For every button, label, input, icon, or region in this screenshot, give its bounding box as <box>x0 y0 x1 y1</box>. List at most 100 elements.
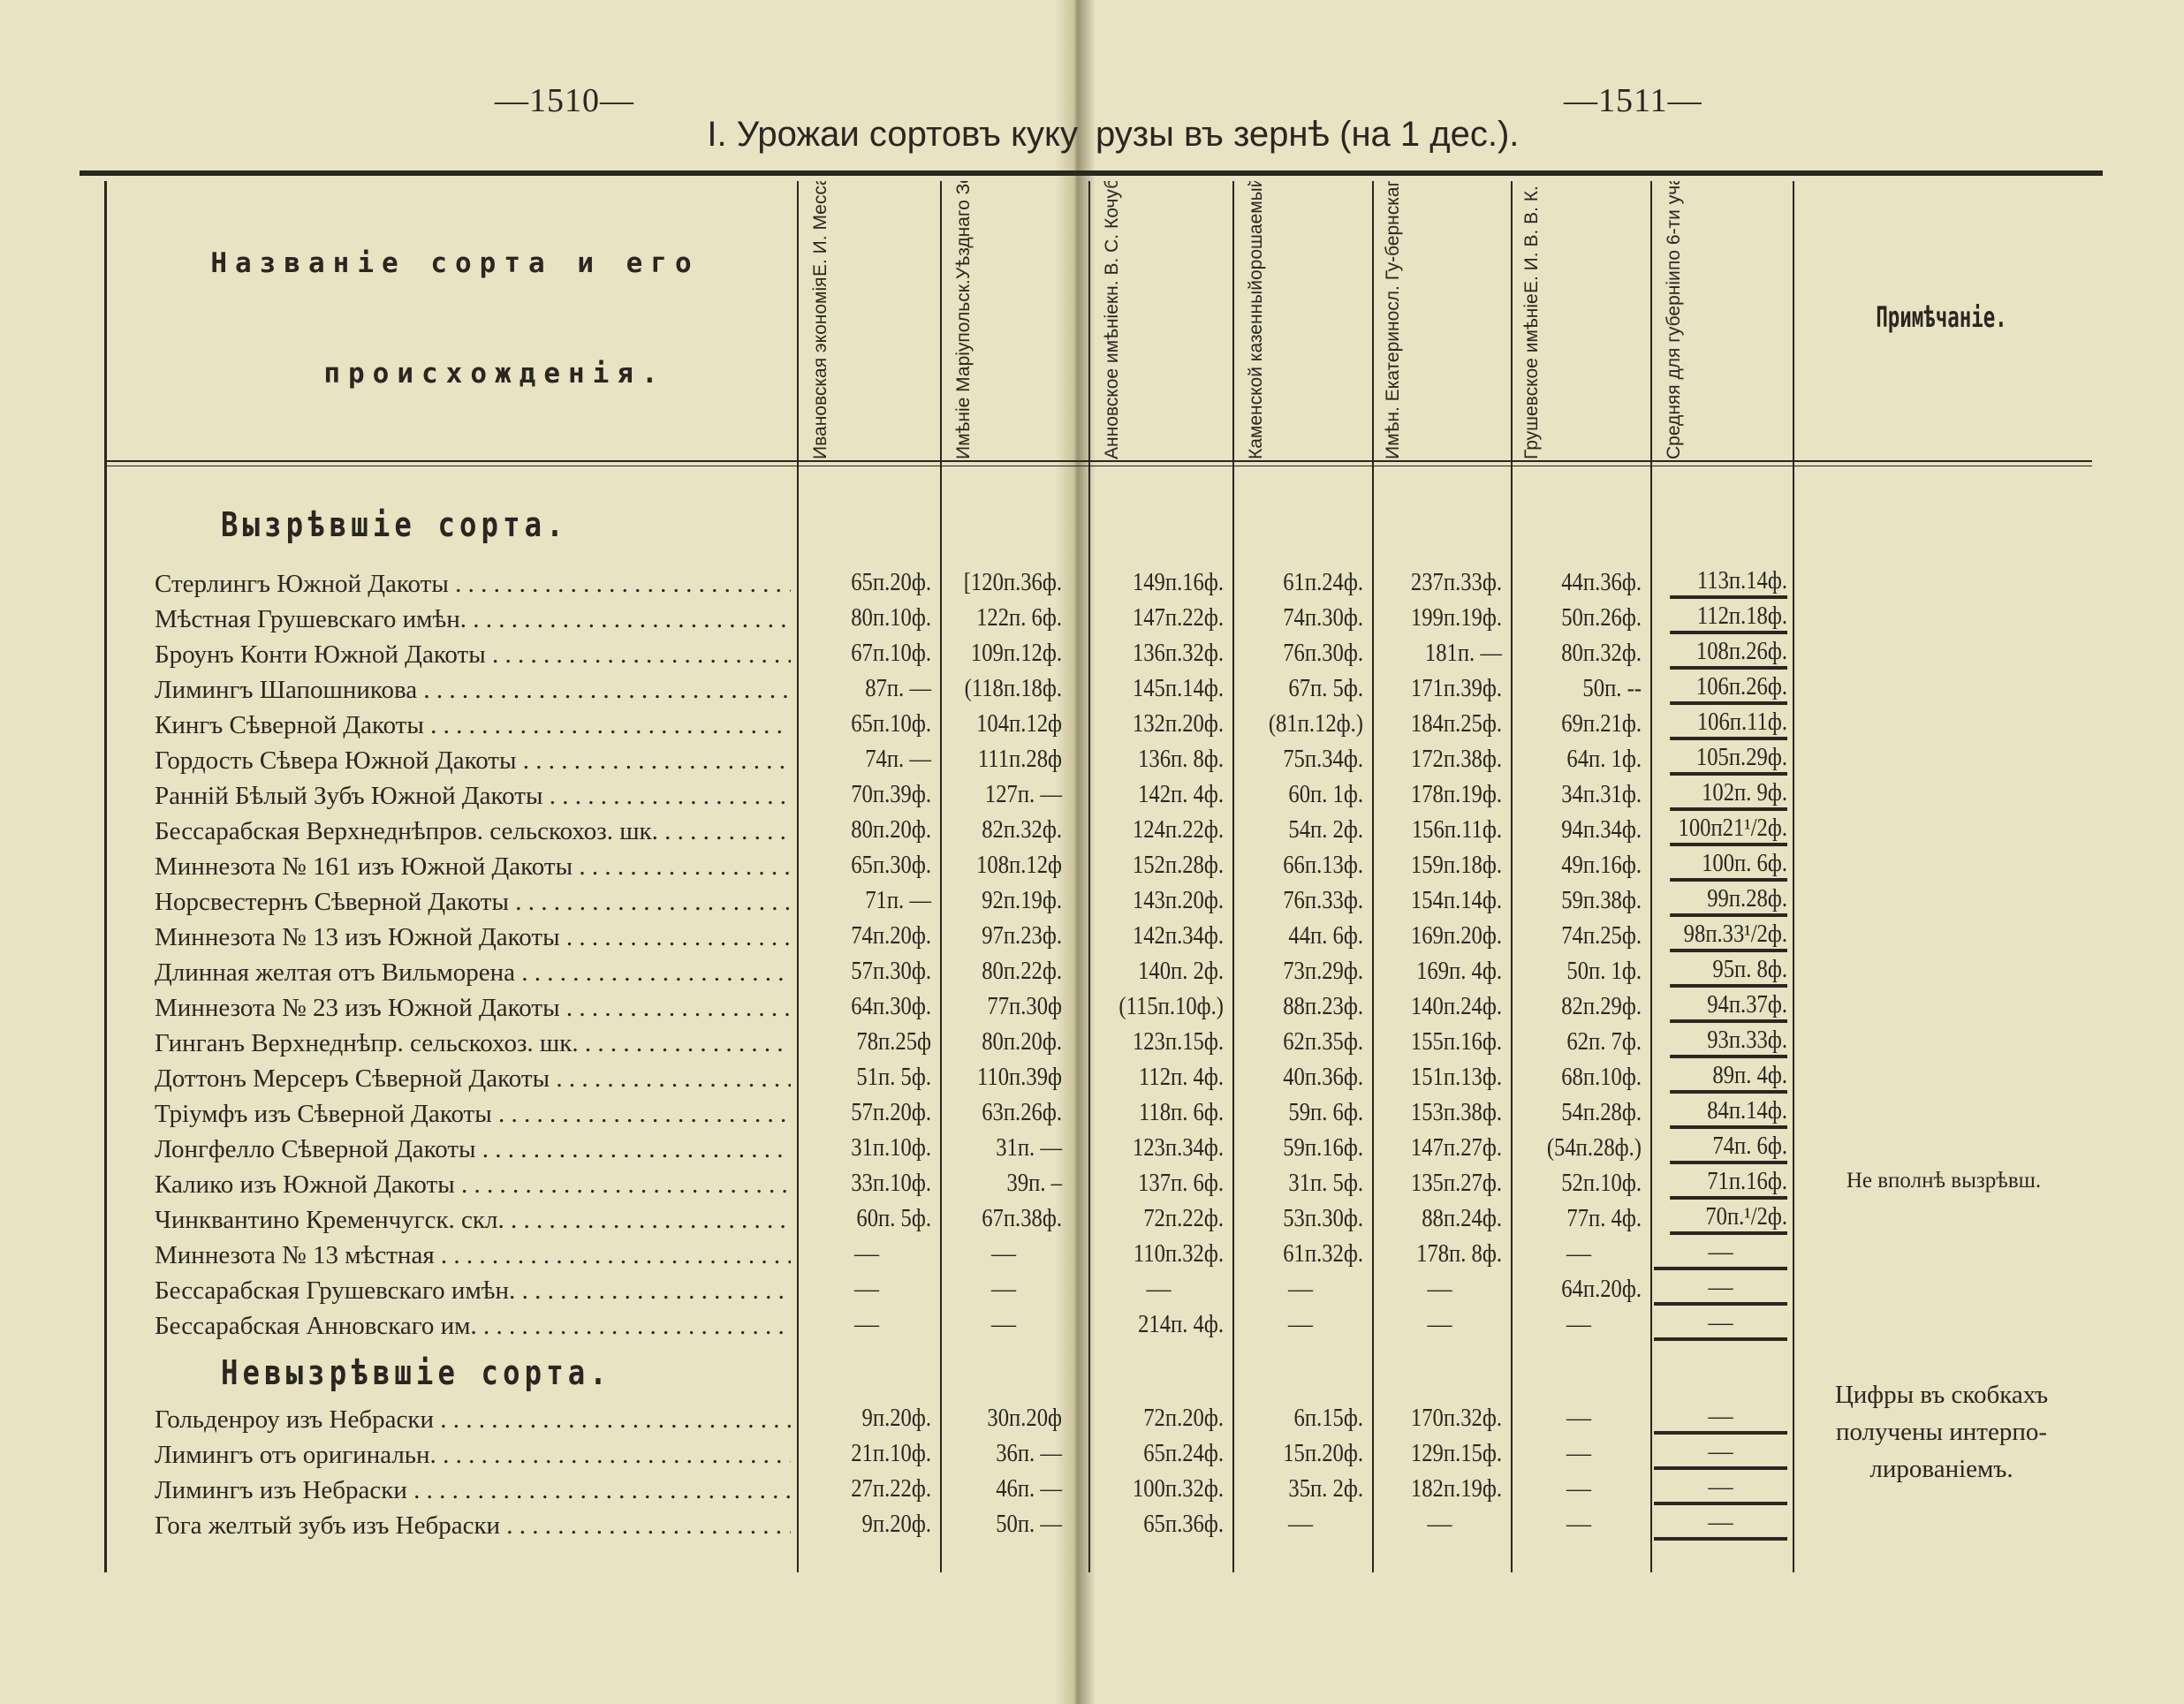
table-row: Тріумфъ изъ Сѣверной Дакоты 57п.20ф. 63п.2… <box>0 1097 2184 1131</box>
average-yield-cell: 70п.¹/2ф. <box>1670 1203 1787 1235</box>
column-divider <box>797 181 799 1572</box>
note-interpolation-line: получены интерпо- <box>1835 1418 2048 1446</box>
column-divider <box>1511 181 1513 1572</box>
yield-cell: 59п.16ф. <box>1283 1134 1363 1162</box>
top-rule <box>80 170 2103 176</box>
table-row: Норсвестернъ Сѣверной Дакоты 71п. — 92п.19… <box>0 885 2184 919</box>
yield-cell: 82п.29ф. <box>1561 993 1642 1020</box>
yield-cell: — <box>991 1311 1016 1338</box>
yield-cell: 76п.30ф. <box>1283 640 1363 667</box>
yield-cell: 71п. — <box>865 887 931 914</box>
yield-cell: 78п.25ф <box>856 1028 931 1056</box>
note-interpolation-line: лированіемъ. <box>1869 1455 2013 1483</box>
table-row: Лимингъ Шапошникова 87п. — (118п.18ф. 145п.… <box>0 673 2184 707</box>
yield-cell: — <box>1146 1276 1172 1303</box>
yield-cell: 142п. 4ф. <box>1138 781 1224 808</box>
column-divider <box>104 181 107 1572</box>
table-row: Гольденроу изъ Небраски 9п.20ф. 30п.20ф 72п… <box>0 1403 2184 1436</box>
yield-cell: 145п.14ф. <box>1132 675 1224 702</box>
yield-cell: 54п.28ф. <box>1561 1099 1642 1126</box>
table-row: Калико изъ Южной Дакоты 33п.10ф. 39п. – 137… <box>0 1168 2184 1201</box>
table-title-right: рузы въ зернѣ (на 1 дес.). <box>1096 115 1520 154</box>
table-row: Гордость Сѣвера Южной Дакоты 74п. — 111п.2… <box>0 744 2184 777</box>
yield-cell: 88п.23ф. <box>1283 993 1363 1020</box>
average-yield-cell: 93п.33ф. <box>1670 1026 1787 1058</box>
variety-name: Миннезота № 13 мѣстная <box>155 1238 791 1272</box>
yield-cell: 34п.31ф. <box>1561 781 1642 808</box>
yield-cell: 80п.22ф. <box>982 958 1062 985</box>
page-number-right: —1511— <box>1564 82 1702 119</box>
yield-cell: 31п. — <box>996 1134 1062 1162</box>
page-number-left: —1510— <box>495 82 634 119</box>
yield-cell: 65п.36ф. <box>1143 1511 1224 1538</box>
yield-cell: 169п. 4ф. <box>1416 958 1502 985</box>
yield-cell: 65п.30ф. <box>851 852 931 879</box>
yield-cell: (54п.28ф.) <box>1546 1134 1642 1162</box>
yield-cell: 155п.16ф. <box>1410 1028 1502 1056</box>
average-yield-cell: 106п.11ф. <box>1670 708 1787 740</box>
yield-cell: 123п.15ф. <box>1132 1028 1224 1056</box>
table-row: Миннезота № 13 изъ Южной Дакоты 74п.20ф. 9… <box>0 920 2184 954</box>
average-yield-cell: 102п. 9ф. <box>1670 779 1787 811</box>
yield-cell: 31п.10ф. <box>851 1134 931 1162</box>
variety-name: Длинная желтая отъ Вильморена <box>155 956 791 989</box>
column-header-line: Е. И. Мессарошъ <box>810 181 830 277</box>
yield-cell: 110п.32ф. <box>1133 1240 1224 1268</box>
note-interpolation: Цифры въ скобкахъ получены интерпо- лиро… <box>1793 1376 2089 1488</box>
column-header-line: бернскаго Земства при <box>1377 181 1409 256</box>
average-yield-cell: 113п.14ф. <box>1670 567 1787 599</box>
table-row: Бессарабская Верхнеднѣпров. сельскохоз. … <box>0 814 2184 848</box>
yield-cell: 156п.11ф. <box>1411 816 1502 844</box>
yield-cell: 129п.15ф. <box>1410 1440 1502 1467</box>
yield-cell: 147п.22ф. <box>1132 604 1224 632</box>
table-row: Доттонъ Мерсеръ Сѣверной Дакоты 51п. 5ф. 1… <box>0 1062 2184 1095</box>
variety-name: Калико изъ Южной Дакоты <box>155 1168 791 1201</box>
column-divider <box>940 181 942 1572</box>
yield-cell: 64п. 1ф. <box>1566 746 1642 773</box>
yield-cell: 46п. — <box>996 1475 1062 1503</box>
yield-cell: 72п.22ф. <box>1143 1205 1224 1232</box>
variety-name: Тріумфъ изъ Сѣверной Дакоты <box>155 1097 791 1131</box>
column-divider <box>1088 181 1090 1572</box>
column-header-line: Ивановская экономія <box>810 276 830 460</box>
yield-cell: 52п.10ф. <box>1561 1170 1642 1197</box>
yield-cell: 9п.20ф. <box>861 1405 931 1432</box>
yield-cell: 171п.39ф. <box>1410 675 1502 702</box>
yield-cell: 74п. — <box>865 746 931 773</box>
yield-cell: 140п. 2ф. <box>1138 958 1224 985</box>
yield-cell: 142п.34ф. <box>1132 922 1224 950</box>
yield-cell: 50п. 1ф. <box>1566 958 1642 985</box>
column-header-line: по 6-ти участкамъ. <box>1664 181 1684 271</box>
yield-cell: 49п.16ф. <box>1561 852 1642 879</box>
yield-cell: 109п.12ф. <box>970 640 1062 667</box>
yield-cell: — <box>991 1240 1016 1268</box>
yield-cell: (115п.10ф.) <box>1119 993 1224 1020</box>
yield-cell: 143п.20ф. <box>1132 887 1224 914</box>
yield-cell: 182п.19ф. <box>1410 1475 1502 1503</box>
yield-cell: — <box>854 1311 879 1338</box>
yield-cell: 87п. — <box>865 675 931 702</box>
variety-name: Стерлингъ Южной Дакоты <box>155 567 791 601</box>
table-row: Гога желтый зубъ изъ Небраски 9п.20ф. 50п.… <box>0 1509 2184 1542</box>
table-row: Лимингъ изъ Небраски 27п.22ф. 46п. — 100п.3… <box>0 1473 2184 1507</box>
yield-cell: 50п.26ф. <box>1561 604 1642 632</box>
variety-name: Кингъ Сѣверной Дакоты <box>155 708 791 742</box>
column-header-line: Средняя для губерніи <box>1664 270 1684 459</box>
yield-cell: 159п.18ф. <box>1410 852 1502 879</box>
yield-cell: 172п.38ф. <box>1410 746 1502 773</box>
yield-cell: 67п. 5ф. <box>1288 675 1363 702</box>
table-row: Ранній Бѣлый Зубъ Южной Дакоты 70п.39ф. 12… <box>0 779 2184 813</box>
average-yield-cell: — <box>1654 1509 1787 1541</box>
column-header: Имѣніе Маріупольск.Уѣзднаго ЗемстваМаріу… <box>945 181 1065 459</box>
yield-cell: 68п.10ф. <box>1561 1064 1642 1091</box>
yield-cell: 136п.32ф. <box>1132 640 1224 667</box>
average-yield-cell: 71п.16ф. <box>1670 1168 1787 1200</box>
average-yield-cell: 112п.18ф. <box>1670 602 1787 634</box>
yield-cell: — <box>1427 1276 1452 1303</box>
column-divider <box>1372 181 1374 1572</box>
yield-cell: 152п.28ф. <box>1132 852 1224 879</box>
yield-cell: 137п. 6ф. <box>1138 1170 1224 1197</box>
yield-cell: 153п.38ф. <box>1410 1099 1502 1126</box>
table-row: Мѣстная Грушевскаго имѣн. 80п.10ф. 122п. 6… <box>0 602 2184 636</box>
